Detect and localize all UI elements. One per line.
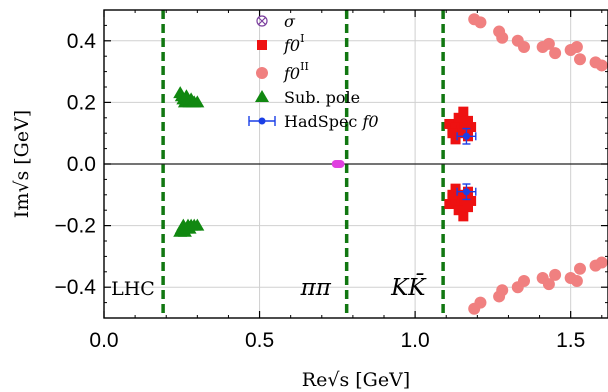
threshold-label: KK̄ xyxy=(390,274,427,301)
f0-II-point xyxy=(496,284,509,297)
f0-I-point xyxy=(444,118,455,129)
legend-item: f0II xyxy=(256,60,309,83)
y-tick-label: 0.0 xyxy=(67,153,96,176)
threshold-labels: LHC ππ KK̄ xyxy=(111,274,427,301)
threshold-label: LHC xyxy=(111,278,155,300)
hadspec-point xyxy=(456,183,477,201)
f0-II-point xyxy=(574,262,586,275)
data-points xyxy=(173,13,608,315)
y-tick-label: 0.2 xyxy=(67,91,96,114)
f0-I-point xyxy=(458,211,469,222)
legend-label-base: f0 xyxy=(283,64,300,83)
legend-item: HadSpec f0 xyxy=(248,112,379,131)
f0-II-point xyxy=(549,47,562,60)
sigma-pole-point xyxy=(336,160,345,168)
subthreshold-pole-point xyxy=(190,95,205,108)
f0-I-point xyxy=(450,183,461,194)
f0-II-point xyxy=(595,256,608,269)
legend-item: f0I xyxy=(257,32,304,55)
legend-label-base: f0 xyxy=(283,36,300,55)
f0-II-point xyxy=(496,31,509,44)
f0-II-point xyxy=(518,275,530,288)
hadspec-dot xyxy=(462,188,470,196)
f0-I-point xyxy=(463,202,473,213)
f0-I-point xyxy=(450,122,461,133)
f0-II-point xyxy=(570,275,583,288)
f0-II-point xyxy=(574,53,586,66)
f0-I-point xyxy=(453,112,464,123)
marker-cross xyxy=(258,17,266,25)
legend-label-sup: II xyxy=(300,60,309,73)
legend-dot xyxy=(258,117,266,125)
legend-label: Sub. pole xyxy=(284,88,360,107)
f0-I-point xyxy=(456,192,467,203)
legend-item: Sub. pole xyxy=(255,88,360,107)
f0-II-point xyxy=(542,278,555,291)
legend-marker xyxy=(256,67,268,79)
y-tick-label: 0.4 xyxy=(67,30,97,53)
legend-marker xyxy=(256,15,268,27)
f0-I-point xyxy=(450,134,461,145)
f0-II-point xyxy=(570,40,583,53)
marker-ring xyxy=(256,15,268,27)
y-tick-label: −0.2 xyxy=(55,215,96,238)
f0-I-point xyxy=(450,195,461,206)
legend-marker xyxy=(257,40,267,50)
f0-II-point xyxy=(549,268,562,281)
legend-label-text: HadSpec xyxy=(284,112,362,131)
f0-I-point xyxy=(456,125,467,136)
subthreshold-pole-point xyxy=(190,218,205,231)
legend-label: HadSpec f0 xyxy=(284,112,379,131)
f0-II-point xyxy=(595,59,608,72)
x-tick-label: 1.0 xyxy=(401,329,430,352)
legend-label: f0I xyxy=(283,32,304,55)
legend-label-math: f0 xyxy=(361,112,378,131)
x-tick-label: 0.0 xyxy=(89,329,118,352)
hadspec-dot xyxy=(462,132,470,140)
legend-label-sup: I xyxy=(300,32,304,45)
f0-I-point xyxy=(447,189,458,200)
f0-II-point xyxy=(518,40,530,53)
x-tick-label: 0.5 xyxy=(245,329,274,352)
f0-II-point xyxy=(474,296,487,309)
f0-II-point xyxy=(542,37,555,50)
f0-I-point xyxy=(466,122,477,133)
axis-ticks: 0.0 0.5 1.0 1.5 −0.4 −0.2 0.0 0.2 0.4 xyxy=(55,9,608,352)
hadspec-point xyxy=(456,127,477,145)
f0-I-point xyxy=(447,128,458,139)
f0-I-point xyxy=(458,106,469,117)
legend-label: f0II xyxy=(283,60,309,83)
x-axis-label: Re√s [GeV] xyxy=(302,369,410,391)
x-tick-label: 1.5 xyxy=(556,329,585,352)
threshold-label: ππ xyxy=(300,275,332,301)
y-tick-label: −0.4 xyxy=(55,276,97,299)
legend-item: σ xyxy=(256,12,296,31)
f0-I-point xyxy=(466,195,477,206)
y-axis-label: Im√s [GeV] xyxy=(11,110,33,218)
f0-I-point xyxy=(444,199,455,210)
f0-I-point xyxy=(463,115,473,126)
f0-I-point xyxy=(453,205,464,216)
legend-marker xyxy=(255,90,269,102)
legend-label: σ xyxy=(284,12,296,31)
f0-II-point xyxy=(474,16,487,29)
